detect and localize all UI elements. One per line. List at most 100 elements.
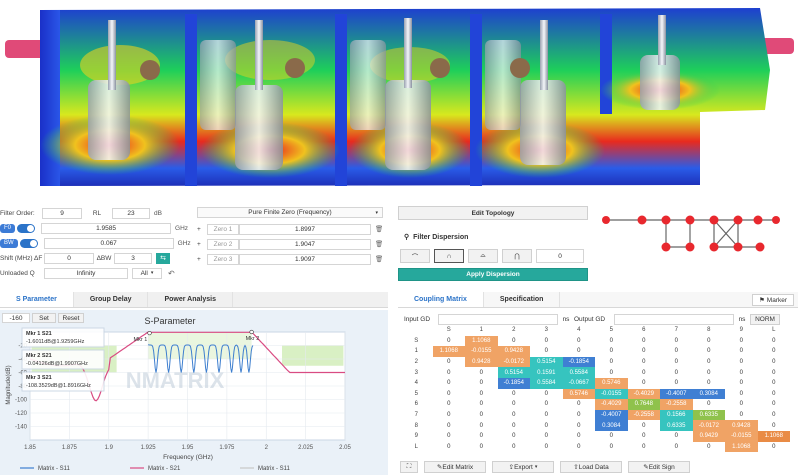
lowpass-shape-button[interactable]: ⌒ bbox=[400, 249, 430, 263]
matrix-cell[interactable]: 0 bbox=[512, 412, 516, 419]
matrix-cell[interactable]: 0 bbox=[544, 390, 548, 397]
matrix-cell[interactable]: 0 bbox=[707, 348, 711, 355]
matrix-cell[interactable]: 0 bbox=[577, 412, 581, 419]
matrix-cell[interactable]: 0.9428 bbox=[497, 346, 530, 357]
matrix-cell[interactable]: -0.4007 bbox=[595, 409, 628, 421]
expand-icon[interactable]: ⛶ bbox=[400, 461, 418, 473]
matrix-cell[interactable]: 1.1068 bbox=[465, 335, 498, 347]
matrix-cell[interactable]: -0.0172 bbox=[692, 420, 725, 431]
matrix-cell[interactable]: 0 bbox=[577, 401, 581, 408]
filter-order-input[interactable]: 9 bbox=[42, 207, 82, 219]
node-7[interactable] bbox=[661, 242, 671, 252]
matrix-cell[interactable]: 0 bbox=[772, 337, 776, 344]
matrix-cell[interactable]: 0 bbox=[447, 412, 451, 419]
matrix-cell[interactable]: 0 bbox=[642, 359, 646, 366]
matrix-cell[interactable]: 0 bbox=[642, 443, 646, 450]
matrix-cell[interactable]: -0.4029 bbox=[595, 399, 628, 410]
matrix-cell[interactable]: 0 bbox=[512, 433, 516, 440]
dispersion-value-input[interactable]: 0 bbox=[536, 249, 584, 263]
matrix-cell[interactable]: 0 bbox=[609, 359, 613, 366]
matrix-cell[interactable]: 0 bbox=[674, 348, 678, 355]
matrix-cell[interactable]: 1.1068 bbox=[757, 430, 790, 442]
matrix-cell[interactable]: -0.1854 bbox=[497, 377, 530, 389]
matrix-cell[interactable]: 0 bbox=[447, 369, 451, 376]
matrix-cell[interactable]: 0 bbox=[577, 443, 581, 450]
tab-group-delay[interactable]: Group Delay bbox=[74, 292, 149, 307]
matrix-cell[interactable]: 0.9428 bbox=[465, 356, 498, 368]
matrix-cell[interactable]: 0 bbox=[544, 412, 548, 419]
y-min-input[interactable]: -160 bbox=[2, 313, 30, 323]
tab-specification[interactable]: Specification bbox=[484, 292, 561, 307]
node-10[interactable] bbox=[733, 242, 743, 252]
matrix-cell[interactable]: 0 bbox=[772, 390, 776, 397]
matrix-cell[interactable]: 0 bbox=[447, 359, 451, 366]
matrix-cell[interactable]: 1.1068 bbox=[432, 346, 465, 357]
matrix-cell[interactable]: 0 bbox=[707, 380, 711, 387]
matrix-cell[interactable]: -0.4007 bbox=[660, 388, 693, 400]
trash-icon[interactable]: 🗑 bbox=[375, 256, 384, 263]
matrix-cell[interactable]: -0.0155 bbox=[595, 388, 628, 400]
matrix-cell[interactable]: 0 bbox=[512, 443, 516, 450]
matrix-cell[interactable]: 0 bbox=[674, 443, 678, 450]
matrix-cell[interactable]: 0 bbox=[544, 443, 548, 450]
node-5[interactable] bbox=[733, 215, 743, 225]
matrix-cell[interactable]: 0 bbox=[577, 337, 581, 344]
matrix-cell[interactable]: 0.5746 bbox=[562, 388, 595, 400]
matrix-cell[interactable]: 0 bbox=[512, 401, 516, 408]
node-9[interactable] bbox=[709, 242, 719, 252]
bandstop-shape-button[interactable]: ⋂ bbox=[502, 249, 532, 263]
matrix-cell[interactable]: 0.9428 bbox=[725, 420, 758, 431]
matrix-cell[interactable]: 0.3084 bbox=[692, 388, 725, 400]
matrix-cell[interactable]: 0 bbox=[772, 369, 776, 376]
matrix-cell[interactable]: 0 bbox=[447, 433, 451, 440]
undo-icon[interactable]: ↶ bbox=[168, 268, 175, 278]
matrix-cell[interactable]: 0 bbox=[479, 401, 483, 408]
matrix-cell[interactable]: 0.5154 bbox=[530, 356, 563, 368]
node-l[interactable] bbox=[772, 216, 780, 224]
zero-value-input[interactable]: 1.9047 bbox=[239, 238, 371, 250]
node-11[interactable] bbox=[755, 242, 765, 252]
trash-icon[interactable]: 🗑 bbox=[375, 226, 384, 233]
marker-button[interactable]: ⚑ Marker bbox=[752, 294, 794, 306]
matrix-cell[interactable]: 0 bbox=[479, 433, 483, 440]
matrix-cell[interactable]: 0 bbox=[707, 359, 711, 366]
input-gd-input[interactable] bbox=[438, 313, 558, 325]
output-gd-input[interactable] bbox=[614, 313, 734, 325]
matrix-cell[interactable]: 0 bbox=[609, 369, 613, 376]
matrix-cell[interactable]: 0 bbox=[609, 348, 613, 355]
node-s[interactable] bbox=[602, 216, 610, 224]
zero-value-input[interactable]: 1.9097 bbox=[239, 253, 371, 265]
matrix-cell[interactable]: 0 bbox=[512, 390, 516, 397]
add-zero-icon[interactable]: + bbox=[197, 240, 201, 248]
matrix-cell[interactable]: 0 bbox=[544, 348, 548, 355]
matrix-cell[interactable]: -0.4029 bbox=[627, 388, 660, 400]
matrix-cell[interactable]: 0 bbox=[447, 390, 451, 397]
matrix-cell[interactable]: 0 bbox=[772, 359, 776, 366]
matrix-cell[interactable]: 0 bbox=[544, 422, 548, 429]
matrix-cell[interactable]: 0 bbox=[479, 443, 483, 450]
node-4[interactable] bbox=[709, 215, 719, 225]
matrix-cell[interactable]: 0 bbox=[479, 422, 483, 429]
matrix-cell[interactable]: 0 bbox=[707, 337, 711, 344]
tab-s-parameter[interactable]: S Parameter bbox=[0, 292, 74, 307]
node-6[interactable] bbox=[753, 215, 763, 225]
s-parameter-chart[interactable]: 1.851.8751.91.9251.951.97522.0252.05-20-… bbox=[0, 310, 388, 475]
matrix-cell[interactable]: -0.0667 bbox=[562, 377, 595, 389]
matrix-cell[interactable]: 0 bbox=[642, 433, 646, 440]
matrix-cell[interactable]: 0 bbox=[577, 348, 581, 355]
edit-matrix-button[interactable]: ✎ Edit Matrix bbox=[424, 461, 486, 473]
marker-point[interactable] bbox=[249, 329, 254, 335]
matrix-cell[interactable]: 0 bbox=[739, 348, 743, 355]
matrix-cell[interactable]: -0.1854 bbox=[562, 356, 595, 368]
load-data-button[interactable]: ⇧ Load Data bbox=[560, 461, 622, 473]
set-button[interactable]: Set bbox=[32, 313, 56, 323]
matrix-cell[interactable]: 0 bbox=[447, 443, 451, 450]
matrix-cell[interactable]: 0 bbox=[772, 412, 776, 419]
matrix-cell[interactable]: 0 bbox=[739, 369, 743, 376]
matrix-cell[interactable]: -0.0155 bbox=[725, 430, 758, 442]
matrix-cell[interactable]: 0 bbox=[707, 401, 711, 408]
edit-topology-button[interactable]: Edit Topology bbox=[398, 206, 588, 220]
matrix-cell[interactable]: 0.5746 bbox=[595, 377, 628, 389]
node-2[interactable] bbox=[661, 215, 671, 225]
matrix-cell[interactable]: 0 bbox=[707, 443, 711, 450]
